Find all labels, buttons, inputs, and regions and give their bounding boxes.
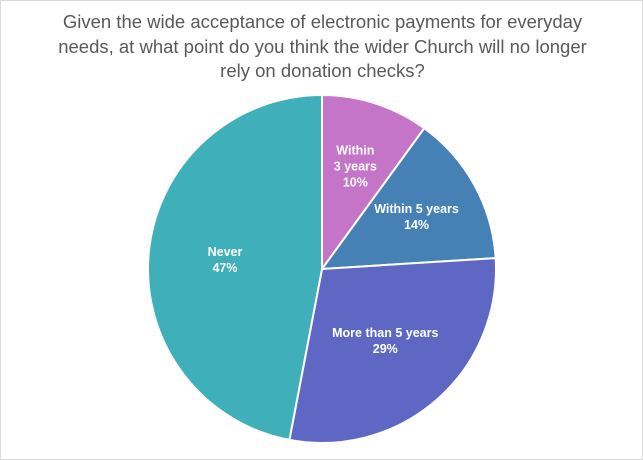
slice-category-label: Never: [208, 245, 243, 259]
slice-value-label: 47%: [212, 261, 237, 275]
slice-category-label: More than 5 years: [332, 326, 438, 340]
pie-slice-1: [321, 93, 426, 273]
chart-title-line-2: needs, at what point do you think the wi…: [58, 35, 587, 57]
pie-slice-2: [319, 126, 497, 271]
pie-slice-4: [147, 93, 323, 442]
slice-value-label: 10%: [343, 175, 368, 189]
slice-category-label: 3 years: [334, 159, 377, 173]
slice-label-4: Never 47%: [208, 245, 243, 275]
slice-label-2: Within 5 years 14%: [374, 202, 459, 232]
chart-title-line-3: rely on donation checks?: [220, 60, 425, 81]
slice-label-3: More than 5 years 29%: [332, 326, 438, 356]
chart-title: Given the wide acceptance of electronic …: [41, 10, 604, 84]
slice-value-label: 14%: [404, 218, 429, 232]
slice-value-label: 29%: [373, 342, 398, 356]
pie-labels: Within 3 years 10% Within 5 years 14% More th…: [208, 143, 459, 355]
slice-label-1: Within 3 years 10%: [334, 143, 377, 189]
pie-slices: [147, 93, 497, 444]
pie-slice-3: [288, 257, 497, 444]
chart-title-line-1: Given the wide acceptance of electronic …: [62, 11, 583, 32]
slice-category-label: Within 5 years: [374, 202, 459, 216]
slice-category-label: Within: [336, 143, 374, 157]
